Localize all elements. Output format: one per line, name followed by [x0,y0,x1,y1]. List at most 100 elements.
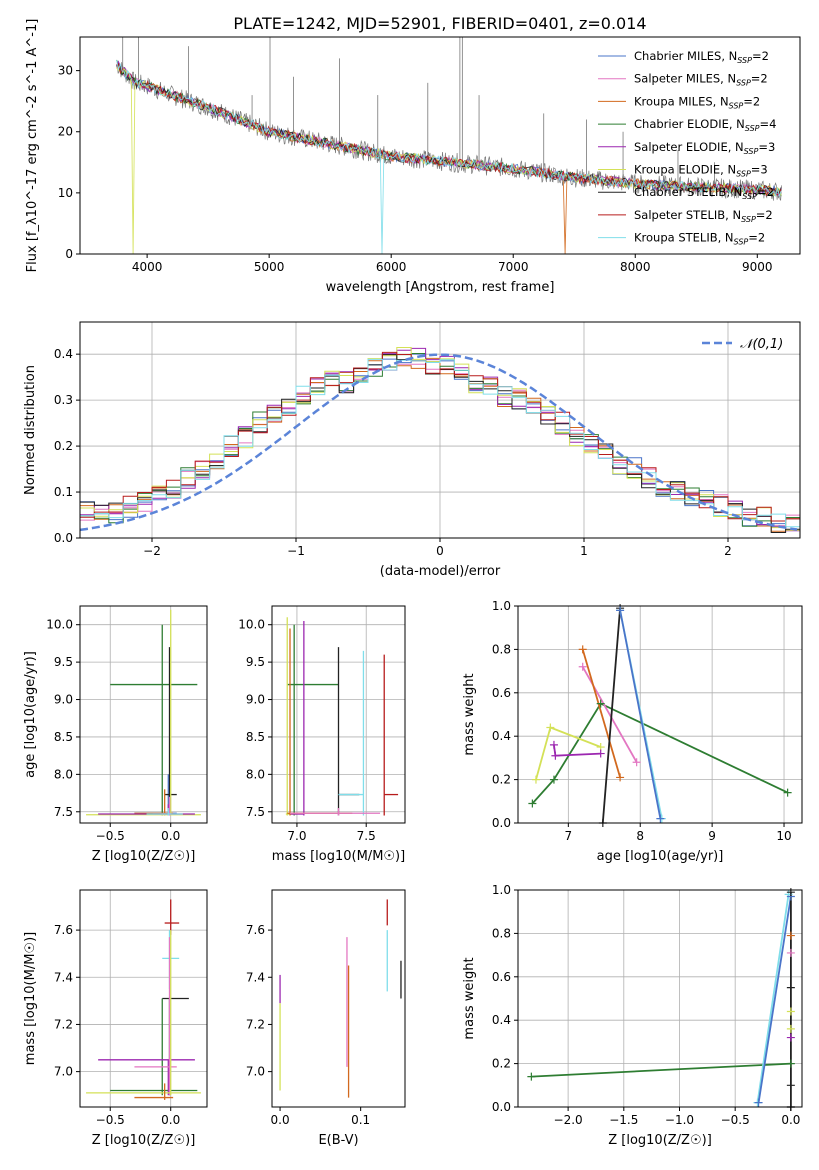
x-tick-label: 9 [708,829,716,843]
weight-marker [786,931,795,940]
x-tick-label: 6000 [376,260,407,274]
legend-label-tail: =2 [748,231,765,245]
y-tick-label: 1.0 [492,883,511,897]
legend-label-tail: =2 [743,94,760,108]
y-tick-label: 0.6 [492,970,511,984]
weight-marker [786,1033,795,1042]
panel-age_vs_mass: 7.0 7.5 7.5 8.0 8.5 9.0 9.5 10.0 mass [log10(M/M… [238,605,406,864]
legend-label-main: Salpeter ELODIE, N [634,140,744,154]
y-tick-label: 9.0 [246,693,265,707]
y-tick-label: 1.0 [492,599,511,613]
y-tick-label: 0.4 [492,729,511,743]
weight-marker [578,645,587,654]
histogram-7 [80,351,800,522]
x-tick-label: 10 [776,829,791,843]
legend-label-main: Kroupa MILES, N [634,94,729,108]
axes-frame [517,605,803,824]
weight-marker [596,749,605,758]
weight-marker [527,1072,536,1081]
x-tick-label: 7000 [498,260,529,274]
weight-marker [786,983,795,992]
legend-label-tail: =3 [751,163,768,177]
y-tick-label: 7.5 [54,805,73,819]
y-tick-label: 0.2 [54,439,73,453]
legend-label-sub: SSP [736,79,751,88]
histogram-8 [80,358,800,528]
y-tick-label: 10.0 [238,618,265,632]
x-tick-label: 7 [565,829,573,843]
weight-marker [596,699,605,708]
weight-marker [786,1081,795,1090]
legend-label: Kroupa ELODIE, NSSP=3 [634,163,768,179]
weight-marker [616,773,625,782]
histogram-4 [80,347,800,532]
weight-marker [531,775,540,784]
x-axis-label: Z [log10(Z/Z☉)] [92,1133,196,1148]
weight-marker [786,1059,795,1068]
x-tick-label: 0.0 [161,1113,180,1127]
y-tick-label: 7.2 [54,1017,73,1031]
x-axis-label: E(B-V) [318,1133,358,1148]
y-tick-label: 7.4 [54,970,73,984]
plot-area [86,899,201,1100]
weight-marker [783,788,792,797]
y-tick-label: 7.6 [54,923,73,937]
y-tick-label: 8.5 [54,730,73,744]
weight-marker [754,1098,763,1107]
panel-weight_vs_age: 7 8 9 10 0.0 0.2 0.4 0.6 0.8 1.0 age [log10(age/yr… [462,599,803,864]
legend-label-tail: =3 [758,140,775,154]
x-tick-label: −1.0 [665,1113,694,1127]
x-tick-label: 1 [580,544,588,558]
plot-area [80,347,800,533]
y-axis-label: Normed distribution [23,365,38,495]
x-tick-label: 0.1 [351,1113,370,1127]
model-7 [116,62,782,197]
y-tick-label: 0.2 [492,773,511,787]
x-tick-label: 7.5 [357,829,376,843]
legend-label-sub: SSP [745,124,760,133]
legend-label-sub: SSP [741,215,756,224]
weight-line-2 [757,896,792,1103]
y-tick-label: 7.5 [246,805,265,819]
legend-label-main: Kroupa ELODIE, N [634,163,736,177]
legend-label-main: Salpeter STELIB, N [634,208,741,222]
y-tick-label: 0.8 [492,642,511,656]
y-tick-label: 8.0 [246,767,265,781]
plot-area [531,608,788,823]
weight-marker [656,814,665,823]
y-tick-label: 8.0 [54,767,73,781]
y-tick-label: 9.0 [54,693,73,707]
legend-label-main: Chabrier STELIB, N [634,185,742,199]
legend-label-tail: =2 [756,208,773,222]
y-tick-label: 30 [58,64,73,78]
x-axis-label: mass [log10(M/M☉)] [272,849,405,864]
y-tick-label: 0.4 [492,1013,511,1027]
weight-marker [786,1024,795,1033]
y-tick-label: 0.0 [54,531,73,545]
y-tick-label: 0.1 [54,485,73,499]
legend-label: Chabrier ELODIE, NSSP=4 [634,117,776,133]
panel-weight_vs_Z: −2.0 −1.5 −1.0 −0.5 0.0 0.0 0.2 0.4 0.6 0.8 1.0 Z [… [462,883,803,1148]
y-tick-label: 7.2 [246,1017,265,1031]
plot-area [531,892,792,1107]
x-tick-label: 0.0 [161,829,180,843]
legend-label-tail: =2 [752,49,769,63]
panel-mass_vs_ebv: 0.0 0.1 7.0 7.2 7.4 7.6 E(B-V) [246,889,406,1148]
axes-frame [517,889,803,1108]
x-tick-label: 8 [636,829,644,843]
weight-line-0 [531,702,788,805]
x-axis-label: (data-model)/error [380,564,501,579]
y-axis-label: mass [log10(M/M☉)] [23,932,38,1065]
y-tick-label: 0.8 [492,926,511,940]
y-tick-label: 10.0 [46,618,73,632]
legend-label: Chabrier STELIB, NSSP=2 [634,185,774,201]
weight-marker [786,948,795,957]
weight-marker [546,723,555,732]
y-tick-label: 0.6 [492,686,511,700]
x-axis-label: Z [log10(Z/Z☉)] [608,1133,712,1148]
axes-frame [271,605,406,824]
y-tick-label: 7.4 [246,970,265,984]
x-tick-label: −0.5 [96,1113,125,1127]
legend-label-sub: SSP [744,147,759,156]
weight-marker [528,799,537,808]
